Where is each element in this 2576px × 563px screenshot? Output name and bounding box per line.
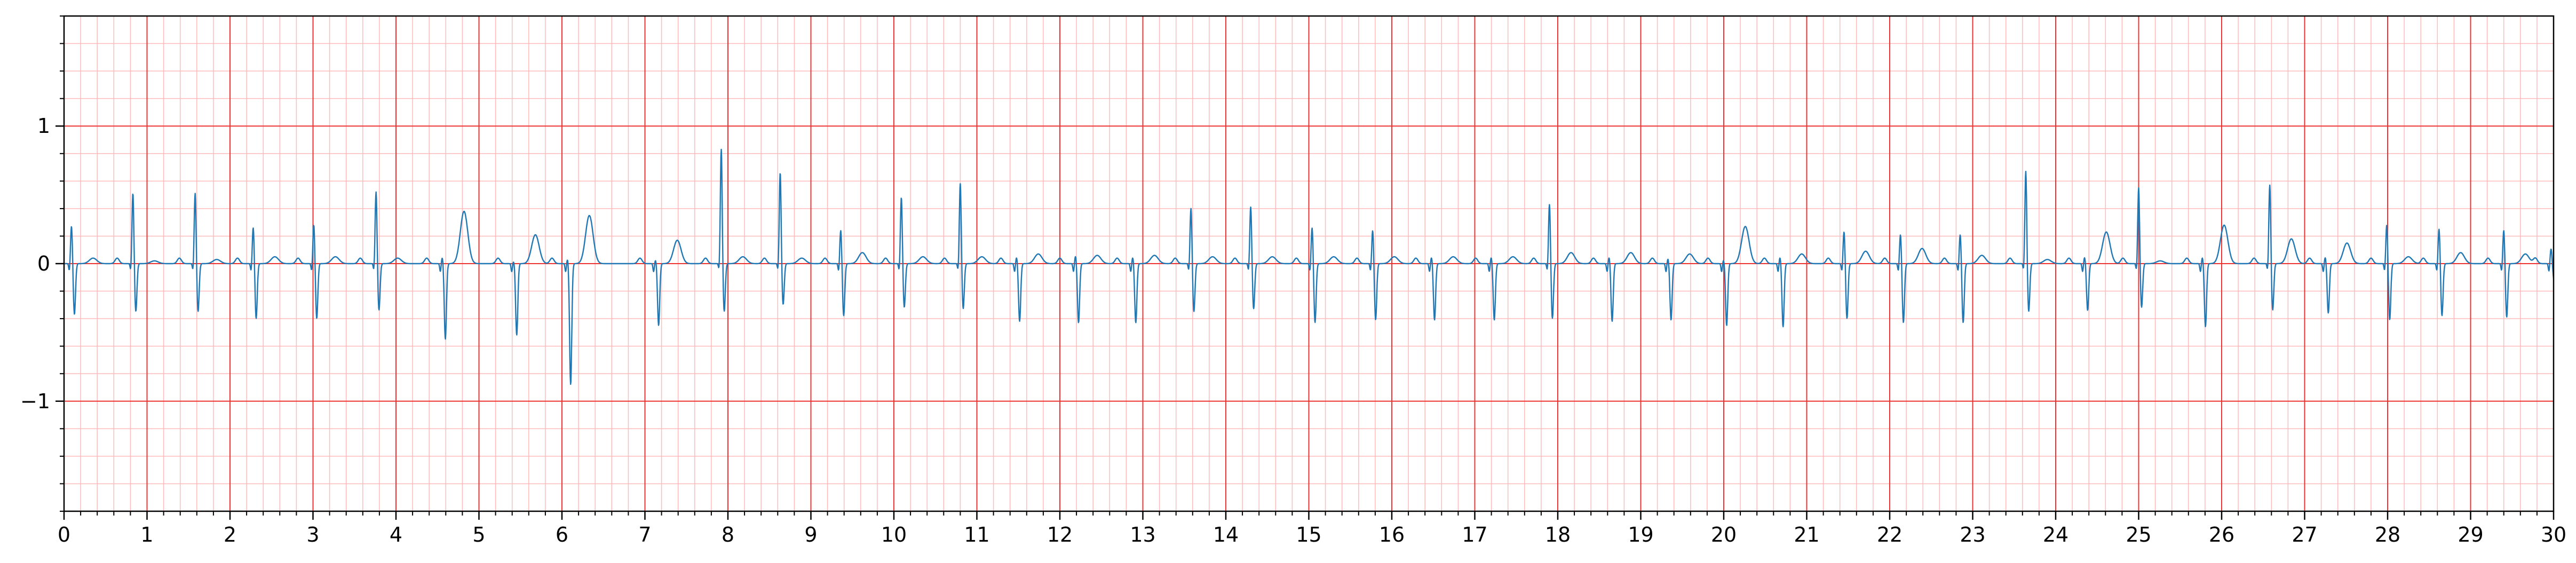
x-tick-label: 3 [306, 523, 319, 546]
x-tick-label: 26 [2209, 523, 2234, 546]
x-tick-label: 11 [964, 523, 989, 546]
x-tick-label: 25 [2126, 523, 2151, 546]
x-tick-label: 17 [1462, 523, 1487, 546]
x-tick-label: 7 [638, 523, 651, 546]
x-tick-label: 24 [2043, 523, 2068, 546]
x-tick-label: 27 [2292, 523, 2317, 546]
x-tick-label: 14 [1213, 523, 1239, 546]
y-tick-label: 1 [37, 114, 50, 138]
x-tick-label: 30 [2541, 523, 2566, 546]
y-tick-label: 0 [37, 252, 50, 275]
x-tick-label: 16 [1379, 523, 1405, 546]
x-axis: 0 1 2 3 4 5 6 7 8 9 10 11 12 13 14 15 16 17 18 19 20 21 22 23 24… [58, 511, 2566, 546]
x-tick-label: 4 [390, 523, 402, 546]
y-axis: −1 0 1 [20, 15, 64, 512]
x-tick-label: 28 [2375, 523, 2400, 546]
x-tick-label: 23 [1960, 523, 1985, 546]
x-tick-label: 18 [1545, 523, 1571, 546]
x-tick-label: 15 [1296, 523, 1321, 546]
ecg-trace-line [64, 148, 2555, 385]
x-tick-label: 19 [1628, 523, 1653, 546]
x-tick-label: 9 [804, 523, 817, 546]
x-tick-label: 2 [224, 523, 236, 546]
x-tick-label: 20 [1711, 523, 1737, 546]
x-tick-label: 6 [556, 523, 568, 546]
x-tick-label: 5 [472, 523, 485, 546]
x-tick-label: 0 [58, 523, 70, 546]
x-tick-label: 29 [2458, 523, 2483, 546]
y-tick-label: −1 [20, 390, 50, 413]
x-tick-label: 8 [722, 523, 734, 546]
x-tick-label: 10 [881, 523, 907, 546]
x-tick-label: 13 [1130, 523, 1155, 546]
x-tick-label: 21 [1794, 523, 1819, 546]
x-tick-label: 1 [140, 523, 153, 546]
x-tick-label: 22 [1877, 523, 1903, 546]
x-tick-label: 12 [1047, 523, 1073, 546]
